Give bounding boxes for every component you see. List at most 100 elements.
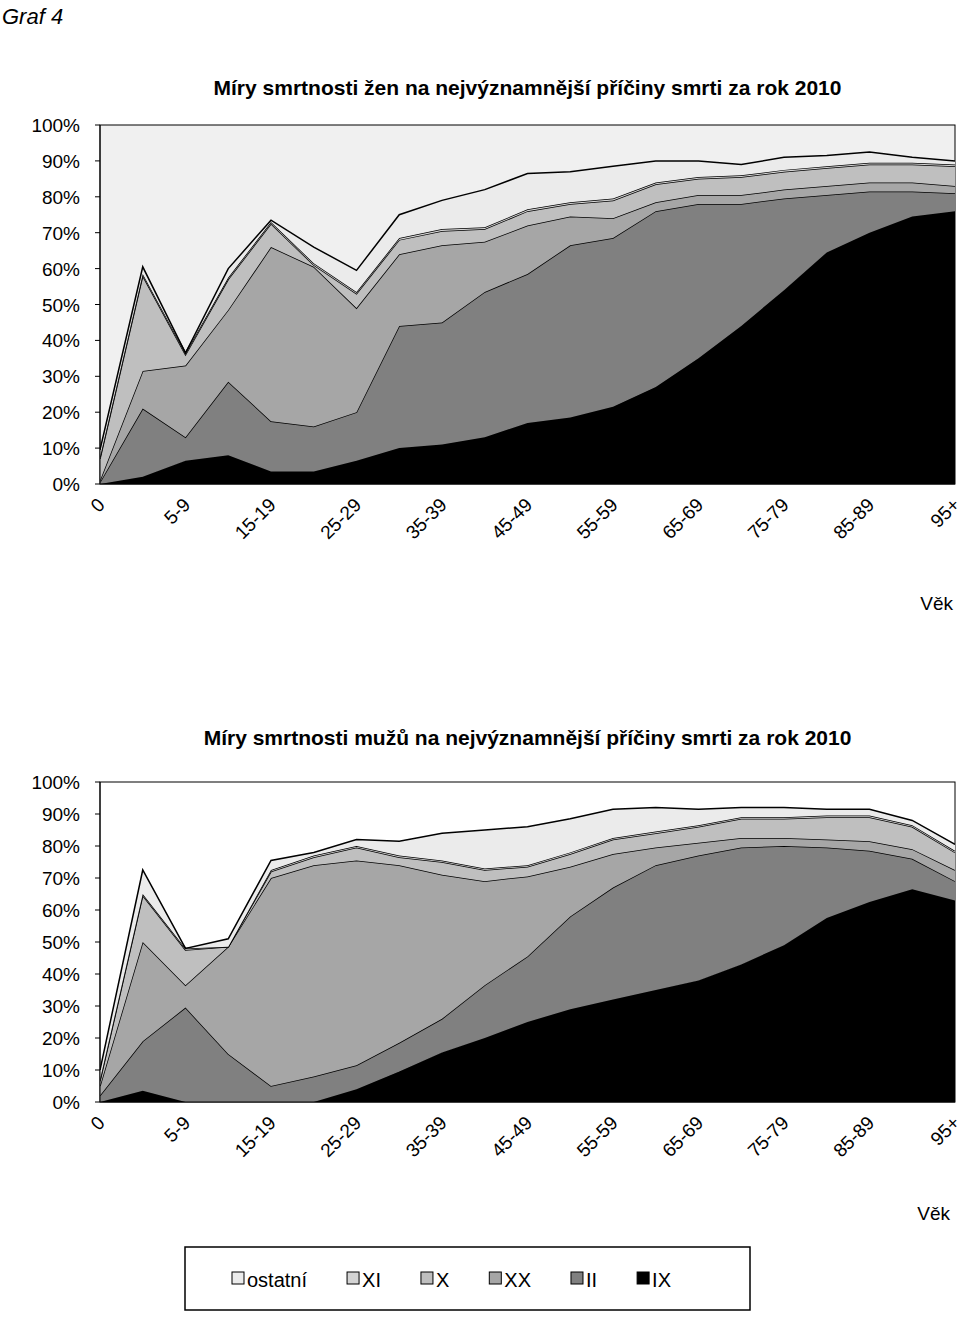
y-tick-label: 80%: [42, 836, 80, 857]
y-tick: [95, 340, 100, 341]
y-tick-label: 40%: [42, 964, 80, 985]
plot-area: [100, 125, 955, 484]
y-tick-label: 10%: [42, 438, 80, 459]
y-tick: [95, 1102, 100, 1103]
x-tick-label: 15-19: [231, 494, 280, 543]
y-tick: [95, 484, 100, 485]
legend-swatch: [421, 1272, 433, 1284]
x-tick-label: 55-59: [573, 1112, 622, 1161]
y-tick: [95, 160, 100, 161]
legend-swatch: [489, 1272, 501, 1284]
y-tick: [95, 196, 100, 197]
legend-label: II: [586, 1269, 597, 1291]
y-tick-label: 50%: [42, 932, 80, 953]
legend-swatch: [637, 1272, 649, 1284]
x-axis: [100, 484, 955, 485]
x-tick-label: 25-29: [316, 1112, 365, 1161]
legend-label: X: [436, 1269, 449, 1291]
x-tick-label: 45-49: [487, 494, 536, 543]
y-tick: [95, 376, 100, 377]
y-tick-label: 20%: [42, 402, 80, 423]
x-tick-label: 45-49: [487, 1112, 536, 1161]
area: [100, 838, 955, 1096]
y-tick: [95, 1070, 100, 1071]
plot-area: [100, 782, 955, 1102]
x-tick-label: 5-9: [160, 1112, 194, 1146]
y-tick: [95, 974, 100, 975]
x-tick-label: 35-39: [402, 494, 451, 543]
x-tick-label: 0: [86, 494, 108, 516]
area-edge: [100, 182, 955, 480]
chart: Míry smrtnosti mužů na nejvýznamnější př…: [31, 726, 960, 1310]
y-tick-label: 100%: [31, 115, 80, 136]
chart: Míry smrtnosti žen na nejvýznamnější pří…: [31, 76, 960, 614]
legend-label: XX: [504, 1269, 531, 1291]
y-tick: [95, 1038, 100, 1039]
y-tick-label: 70%: [42, 868, 80, 889]
x-tick-label: 85-89: [829, 494, 878, 543]
legend: ostatníXIXXXIIIX: [185, 1247, 750, 1310]
legend-label: IX: [652, 1269, 671, 1291]
marks: [100, 152, 955, 484]
title: Míry smrtnosti žen na nejvýznamnější pří…: [214, 76, 842, 99]
x-tick-label: 85-89: [829, 1112, 878, 1161]
title: Míry smrtnosti mužů na nejvýznamnější př…: [204, 726, 852, 749]
page-label: Graf 4: [2, 4, 63, 29]
y-tick-label: 70%: [42, 223, 80, 244]
x-tick-label: 75-79: [744, 1112, 793, 1161]
y-tick-label: 90%: [42, 151, 80, 172]
area-edge: [100, 808, 955, 1070]
legend-box: [185, 1247, 750, 1310]
y-tick-label: 100%: [31, 772, 80, 793]
x-tick-label: 0: [86, 1112, 108, 1134]
y-tick-label: 20%: [42, 1028, 80, 1049]
y-tick-label: 60%: [42, 900, 80, 921]
y-tick: [95, 878, 100, 879]
x-tick-label: 55-59: [573, 494, 622, 543]
x-tick-label: 15-19: [231, 1112, 280, 1161]
y-tick-label: 0%: [53, 474, 81, 495]
y-tick-label: 60%: [42, 259, 80, 280]
y-tick-label: 10%: [42, 1060, 80, 1081]
area: [100, 808, 955, 1080]
y-tick: [95, 304, 100, 305]
y-tick: [95, 268, 100, 269]
y-tick-label: 30%: [42, 996, 80, 1017]
y-tick-label: 40%: [42, 330, 80, 351]
x-tick-label: 35-39: [402, 1112, 451, 1161]
y-tick: [95, 942, 100, 943]
x-tick-label: 95+: [926, 1112, 960, 1150]
y-tick: [95, 910, 100, 911]
area-edge: [100, 152, 955, 450]
x-tick-label: 75-79: [744, 494, 793, 543]
y-tick: [95, 782, 100, 783]
legend-label: ostatní: [247, 1269, 307, 1291]
area: [100, 164, 955, 480]
marks: [100, 808, 955, 1102]
page: Graf 4 Míry smrtnosti žen na nejvýznamněj…: [0, 0, 960, 1318]
x-tick-label: 65-69: [658, 494, 707, 543]
legend-swatch: [571, 1272, 583, 1284]
x-tick-label: 65-69: [658, 1112, 707, 1161]
y-tick: [95, 846, 100, 847]
x-axis-label: Věk: [920, 593, 953, 614]
y-tick-label: 50%: [42, 295, 80, 316]
legend-label: XI: [362, 1269, 381, 1291]
y-tick: [95, 814, 100, 815]
y-tick: [95, 1006, 100, 1007]
y-tick: [95, 125, 100, 126]
x-tick-label: 95+: [926, 494, 960, 532]
area: [100, 152, 955, 457]
legend-swatch: [347, 1272, 359, 1284]
y-tick-label: 80%: [42, 187, 80, 208]
x-tick-label: 25-29: [316, 494, 365, 543]
y-tick-label: 30%: [42, 366, 80, 387]
x-axis-label: Věk: [917, 1203, 950, 1224]
y-tick: [95, 412, 100, 413]
legend-swatch: [232, 1272, 244, 1284]
y-tick: [95, 232, 100, 233]
y-tick-label: 90%: [42, 804, 80, 825]
y-tick: [95, 448, 100, 449]
y-tick-label: 0%: [53, 1092, 81, 1113]
x-tick-label: 5-9: [160, 494, 194, 528]
